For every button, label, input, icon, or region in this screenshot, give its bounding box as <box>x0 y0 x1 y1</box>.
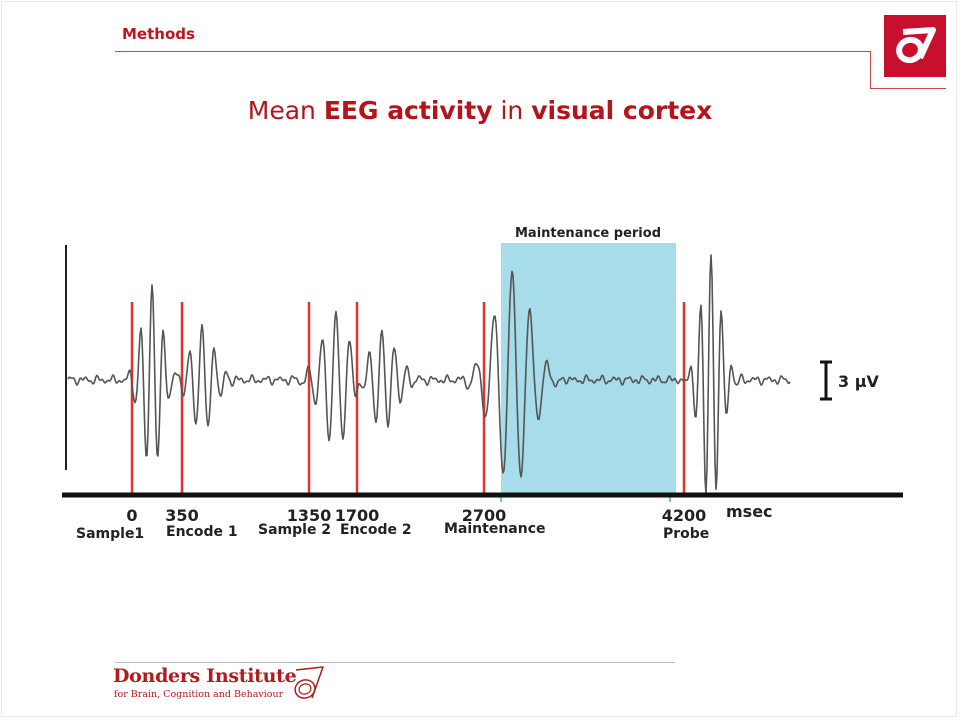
logo-bracket-bottom <box>870 88 946 89</box>
scale-bar <box>820 360 832 401</box>
tick-event-label: Maintenance <box>444 521 546 537</box>
header-divider <box>115 51 870 52</box>
donders-logo-icon <box>884 15 946 77</box>
tick-value-label: 0 <box>126 506 137 525</box>
maintenance-band <box>501 243 676 495</box>
title-part: Mean <box>247 96 324 125</box>
tick-value-label: 350 <box>165 506 198 525</box>
eeg-figure: Maintenance period 3 μV msec 0 Sample1 350… <box>60 205 905 550</box>
section-label: Methods <box>122 25 195 43</box>
tick-value-label: 4200 <box>662 506 707 525</box>
title-emphasis: visual cortex <box>531 96 713 125</box>
time-unit-label: msec <box>726 502 773 521</box>
tick-event-label: Sample 2 <box>258 522 331 538</box>
institute-subtitle: for Brain, Cognition and Behaviour <box>114 689 284 700</box>
title-emphasis: EEG activity <box>323 96 493 125</box>
tick-event-label: Sample1 <box>76 526 144 542</box>
donders-glyph-icon <box>294 666 324 699</box>
title-part: in <box>492 96 532 125</box>
tick-event-label: Encode 1 <box>166 524 238 540</box>
footer-divider <box>115 662 675 663</box>
eeg-waveform <box>67 254 791 495</box>
institute-name: Donders Institute <box>113 665 297 687</box>
tick-value-label: 1350 <box>287 506 332 525</box>
tick-event-label: Probe <box>663 526 709 542</box>
tick-value-label: 2700 <box>462 506 507 525</box>
scale-bar-label: 3 μV <box>838 372 879 391</box>
logo-bracket <box>870 51 871 89</box>
tick-event-label: Encode 2 <box>340 522 412 538</box>
slide-title: Mean EEG activity in visual cortex <box>0 96 960 125</box>
footer-logo: Donders Institute for Brain, Cognition a… <box>113 665 353 710</box>
tick-value-label: 1700 <box>335 506 380 525</box>
maintenance-period-label: Maintenance period <box>515 226 661 241</box>
